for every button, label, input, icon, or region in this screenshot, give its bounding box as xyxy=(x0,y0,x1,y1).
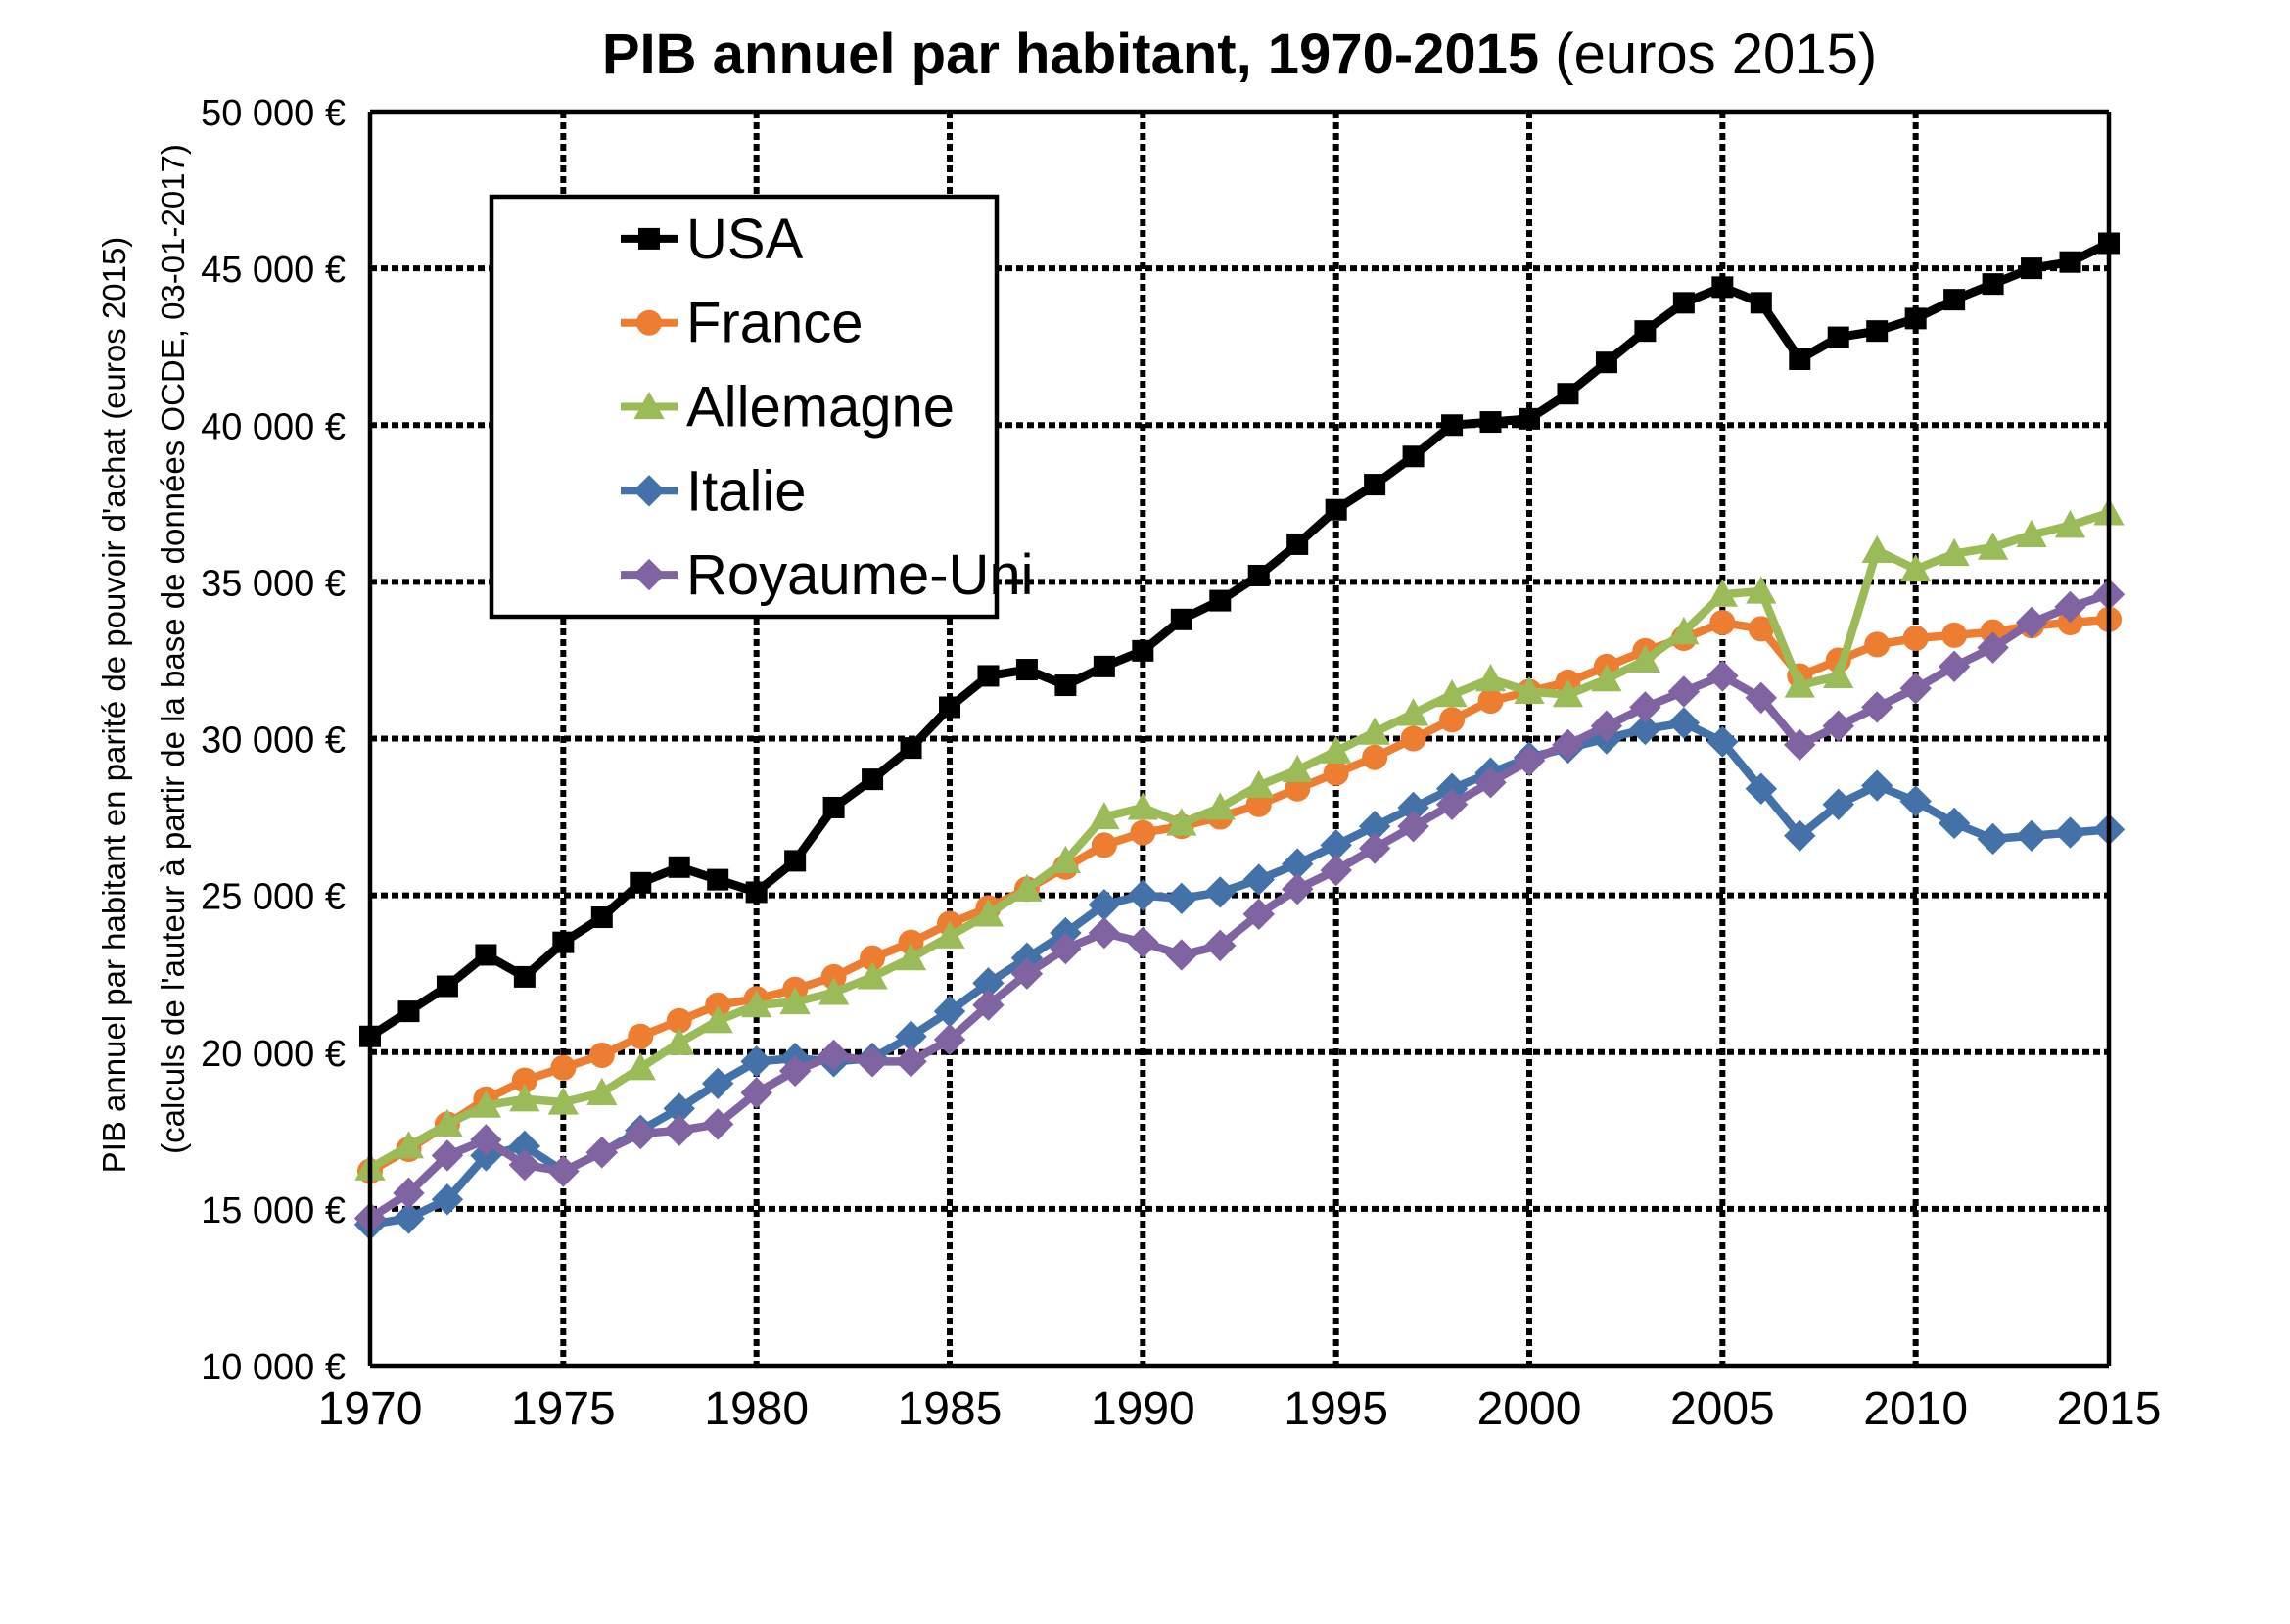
svg-text:40 000 €: 40 000 € xyxy=(201,406,346,447)
svg-text:2005: 2005 xyxy=(1670,1383,1775,1435)
svg-text:10 000 €: 10 000 € xyxy=(201,1347,346,1388)
svg-text:France: France xyxy=(686,292,864,355)
svg-text:Allemagne: Allemagne xyxy=(686,376,955,440)
svg-text:1990: 1990 xyxy=(1091,1383,1195,1435)
svg-text:35 000 €: 35 000 € xyxy=(201,563,346,604)
svg-text:30 000 €: 30 000 € xyxy=(201,720,346,762)
svg-text:2010: 2010 xyxy=(1863,1383,1968,1435)
svg-text:Royaume-Uni: Royaume-Uni xyxy=(686,543,1034,607)
svg-text:50 000 €: 50 000 € xyxy=(201,93,346,134)
svg-text:1970: 1970 xyxy=(318,1383,423,1435)
svg-text:Italie: Italie xyxy=(686,459,807,523)
svg-text:PIB annuel par habitant en par: PIB annuel par habitant en parité de pou… xyxy=(96,237,132,1174)
svg-text:(calculs de l'auteur à partir: (calculs de l'auteur à partir de la base… xyxy=(155,144,191,1154)
svg-text:25 000 €: 25 000 € xyxy=(201,877,346,918)
svg-text:2015: 2015 xyxy=(2057,1383,2162,1435)
svg-text:20 000 €: 20 000 € xyxy=(201,1034,346,1075)
svg-text:1975: 1975 xyxy=(511,1383,616,1435)
svg-text:PIB annuel par habitant, 1970-: PIB annuel par habitant, 1970-2015 (euro… xyxy=(602,23,1877,86)
svg-text:45 000 €: 45 000 € xyxy=(201,250,346,291)
svg-text:1995: 1995 xyxy=(1284,1383,1388,1435)
svg-text:USA: USA xyxy=(686,208,804,271)
svg-text:15 000 €: 15 000 € xyxy=(201,1190,346,1231)
svg-text:2000: 2000 xyxy=(1477,1383,1582,1435)
svg-text:1985: 1985 xyxy=(898,1383,1003,1435)
svg-text:1980: 1980 xyxy=(704,1383,809,1435)
